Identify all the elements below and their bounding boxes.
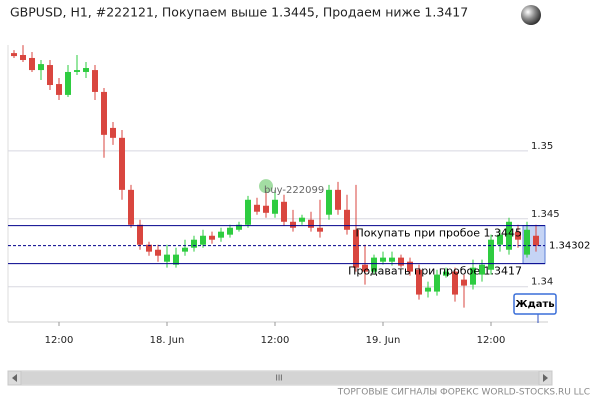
candle-body [335, 189, 341, 210]
footer: ТОРГОВЫЕ СИГНАЛЫ ФОРЕКС WORLD-STOCKS.RU … [337, 388, 590, 398]
candle-body [317, 227, 323, 232]
candle-body [83, 68, 89, 72]
candle-body [164, 254, 170, 262]
candle-body [29, 57, 35, 71]
candle-body [533, 235, 539, 246]
candle-body [497, 234, 503, 245]
candle-body [380, 257, 386, 262]
candle-body [488, 239, 494, 270]
candle-body [344, 209, 350, 230]
candle-body [479, 264, 485, 275]
candle-body [272, 199, 278, 214]
scroll-grip: III [275, 374, 282, 383]
current-price-box [546, 239, 596, 252]
candle-body [281, 201, 287, 222]
candle-body [173, 254, 179, 265]
candle-body [11, 53, 17, 57]
current-price-label: 1.34302 [549, 241, 590, 252]
x-tick-label: 18. Jun [150, 335, 185, 346]
candle-body [245, 199, 251, 225]
candle-body [128, 189, 134, 225]
candle-body [461, 279, 467, 286]
candle-body [416, 269, 422, 295]
candle-body [515, 231, 521, 240]
wait-button[interactable] [513, 293, 557, 315]
scroll-thumb[interactable] [21, 372, 539, 384]
level-label: Покупать при пробое 1.3445 [356, 227, 522, 240]
globe-icon[interactable] [521, 5, 541, 25]
candle-body [119, 137, 125, 190]
candle-body [236, 224, 242, 230]
candle-body [425, 287, 431, 292]
candle-body [362, 264, 368, 272]
candle-body [56, 84, 62, 95]
candle-body [524, 229, 530, 255]
candle-body [227, 227, 233, 235]
arrow-left [12, 374, 17, 382]
candle-body [389, 257, 395, 262]
x-tick-label: 12:00 [477, 335, 506, 346]
candle-body [452, 271, 458, 295]
x-tick-label: 12:00 [45, 335, 74, 346]
candle-body [182, 247, 188, 252]
wait-button-label: Ждать [515, 299, 554, 310]
y-tick-label: 1.35 [531, 141, 553, 152]
candle-body [326, 189, 332, 215]
y-tick-label: 1.34 [531, 277, 553, 288]
trade-marker-label: buy-222099 [264, 185, 324, 196]
candle-body [371, 257, 377, 272]
candle-body [254, 204, 260, 212]
candle-body [110, 127, 116, 138]
candle-body [65, 71, 71, 95]
chart-title: GBPUSD, H1, #222121, Покупаем выше 1.344… [10, 5, 468, 20]
arrow-right [543, 374, 548, 382]
candle-body [20, 54, 26, 61]
y-tick-label: 1.345 [531, 209, 560, 220]
candle-body [353, 229, 359, 268]
candle-body [218, 231, 224, 238]
candle-body [470, 267, 476, 285]
candle-body [191, 239, 197, 248]
candle-body [74, 70, 80, 72]
candle-body [92, 70, 98, 92]
candle-body [434, 274, 440, 292]
candle-body [506, 221, 512, 250]
candle-body [47, 65, 53, 86]
candle-body [443, 271, 449, 276]
candle-body [398, 257, 404, 266]
level-label: Продавать при пробое 1.3417 [348, 265, 522, 278]
candle-body [299, 217, 305, 222]
candle-body [263, 205, 269, 213]
x-tick-label: 19. Jun [366, 335, 401, 346]
scrollbar[interactable]: III [7, 370, 553, 386]
candle-body [407, 261, 413, 272]
candle-body [137, 224, 143, 245]
x-tick-label: 12:00 [261, 335, 290, 346]
candle-body [101, 91, 107, 135]
candle-body [290, 221, 296, 228]
candle-body [155, 249, 161, 256]
candle-body [38, 64, 44, 71]
candle-body [308, 219, 314, 228]
candle-body [209, 235, 215, 240]
candle-body [200, 235, 206, 245]
candle-body [146, 244, 152, 252]
trade-marker [259, 179, 273, 194]
